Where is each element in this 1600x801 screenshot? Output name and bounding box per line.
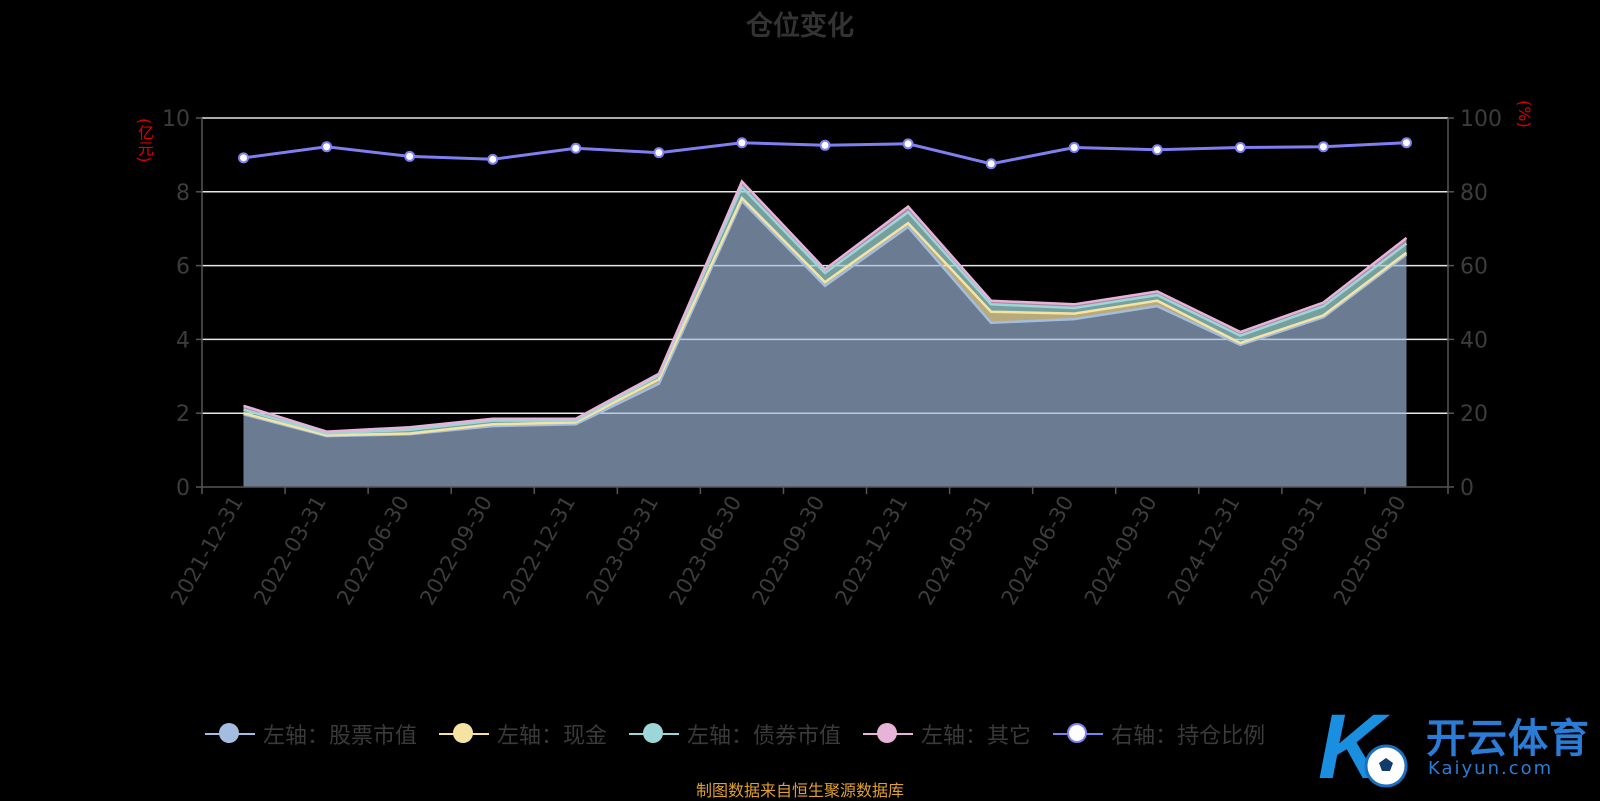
ratio-point <box>819 139 831 151</box>
right-tick-label: 0 <box>1460 476 1474 501</box>
x-tick-label: 2024-06-30 <box>997 492 1079 610</box>
right-tick-label: 80 <box>1460 181 1488 206</box>
line-左轴：其它 <box>243 179 1408 433</box>
ratio-point <box>736 137 748 149</box>
right-tick-label: 20 <box>1460 402 1488 427</box>
x-tick-label: 2022-06-30 <box>332 491 414 609</box>
ratio-point <box>1400 137 1412 149</box>
legend-label: 左轴：其它 <box>921 724 1032 749</box>
watermark-url: Kaiyun.com <box>1428 758 1554 779</box>
ratio-point <box>570 142 582 154</box>
right-tick-label: 60 <box>1460 255 1488 280</box>
x-tick-label: 2022-03-31 <box>249 492 331 610</box>
x-tick-label: 2024-03-31 <box>914 491 996 609</box>
ratio-point <box>1234 142 1246 154</box>
data-source-note: 制图数据来自恒生聚源数据库 <box>695 781 904 800</box>
x-tick-label: 2021-12-31 <box>166 492 248 610</box>
right-axis-unit: (%) <box>1515 100 1534 128</box>
x-tick-label: 2025-06-30 <box>1329 492 1411 610</box>
legend-marker <box>629 722 680 746</box>
legend-item-cash[interactable]: 左轴：现金 <box>439 718 607 750</box>
x-tick-label: 2023-12-31 <box>831 492 913 610</box>
ratio-point <box>238 152 250 164</box>
ratio-point <box>1317 141 1329 153</box>
left-tick-label: 4 <box>176 328 190 353</box>
ratio-point <box>902 138 914 150</box>
right-tick-label: 100 <box>1460 107 1502 132</box>
line-左轴：现金 <box>243 195 1408 437</box>
chart-legend: 左轴：股票市值 左轴：现金 左轴：债券市值 左轴：其它 右轴：持仓比例 <box>205 718 1287 750</box>
legend-label: 左轴：现金 <box>497 724 608 749</box>
ratio-point <box>321 141 333 153</box>
legend-item-other[interactable]: 左轴：其它 <box>863 718 1031 750</box>
legend-marker <box>205 722 255 746</box>
legend-marker <box>1053 722 1104 746</box>
watermark-brand: 开云体育 <box>1426 716 1590 762</box>
ratio-point <box>985 158 997 170</box>
x-tick-label: 2025-03-31 <box>1246 492 1328 610</box>
left-axis-unit: (亿元) <box>135 118 154 163</box>
legend-item-bond[interactable]: 左轴：债券市值 <box>629 718 841 750</box>
chart-title: 仓位变化 <box>746 11 854 42</box>
legend-label: 左轴：债券市值 <box>687 724 842 749</box>
legend-marker <box>439 722 490 746</box>
ratio-point <box>1068 142 1080 154</box>
kaiyun-watermark-logo: K 开云体育 Kaiyun.com <box>1316 696 1596 798</box>
area-左轴：股票市值 <box>243 201 1407 487</box>
ratio-point <box>404 150 416 162</box>
ratio-point <box>1151 144 1163 156</box>
soccer-ball-icon: K <box>1318 696 1408 798</box>
ratio-point <box>653 147 665 159</box>
x-tick-label: 2023-09-30 <box>748 492 830 610</box>
left-tick-label: 10 <box>162 107 190 132</box>
left-tick-label: 2 <box>176 402 190 427</box>
left-tick-label: 0 <box>176 476 190 501</box>
legend-label: 右轴：持仓比例 <box>1111 724 1266 749</box>
left-tick-label: 6 <box>176 255 190 280</box>
legend-marker <box>863 722 914 746</box>
x-tick-label: 2022-12-31 <box>498 492 580 610</box>
x-tick-label: 2022-09-30 <box>415 492 497 610</box>
ratio-point <box>487 153 499 165</box>
x-tick-label: 2023-03-31 <box>581 492 663 610</box>
legend-label: 左轴：股票市值 <box>263 724 418 749</box>
x-tick-label: 2024-09-30 <box>1080 492 1162 610</box>
x-tick-label: 2024-12-31 <box>1163 492 1245 610</box>
right-tick-label: 40 <box>1460 328 1488 353</box>
line-左轴：债券市值 <box>243 184 1408 435</box>
x-tick-label: 2023-06-30 <box>664 492 746 610</box>
left-tick-label: 8 <box>176 181 190 206</box>
legend-item-stock[interactable]: 左轴：股票市值 <box>205 718 417 750</box>
legend-item-position-ratio[interactable]: 右轴：持仓比例 <box>1053 718 1265 750</box>
